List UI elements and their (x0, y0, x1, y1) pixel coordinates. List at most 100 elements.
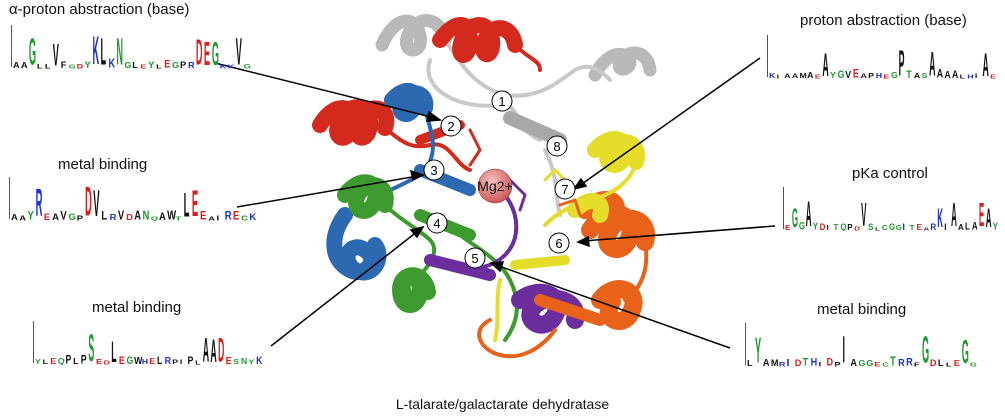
logo-letter: S (868, 221, 874, 231)
logo-letter: A (202, 330, 210, 365)
logo-letter: G (28, 31, 37, 69)
logo-letter: H (967, 73, 974, 79)
logo-letter: W (134, 355, 143, 365)
logo-letter: E (785, 223, 791, 231)
logo-letter: I (786, 356, 790, 367)
annotation-label-metal-binding-3: metal binding (817, 301, 907, 318)
logo-letter: L (36, 62, 43, 69)
logo-letter: V (93, 184, 100, 221)
logo-letter: E (874, 360, 881, 367)
logo-letter: Q (150, 215, 159, 221)
logo-letter: K (92, 28, 100, 69)
logo-letter: A (158, 210, 166, 221)
logo-letter: P (187, 353, 194, 365)
logo-letter: E (883, 73, 890, 79)
logo-letter: A (850, 356, 858, 367)
logo-letter: R (898, 356, 905, 367)
residue-marker-8: 8 (546, 135, 568, 157)
logo-letter: E (149, 356, 156, 365)
logo-letter: A (791, 72, 799, 79)
logo-letter: Y (148, 59, 155, 69)
logo-letter: A (944, 69, 951, 79)
logo-letter: F (914, 361, 920, 367)
logo-letter: Y (27, 209, 34, 221)
logo-letter: A (13, 61, 20, 69)
logo-letter: G (888, 221, 896, 231)
logo-letter: A (913, 71, 921, 79)
residue-markers: 1 2 3 4 5 6 7 8 (423, 90, 576, 269)
logo-letter: D (126, 212, 133, 221)
logo-letter: A (923, 226, 930, 231)
logo-axis (760, 35, 768, 77)
logo-letter: K (256, 353, 263, 365)
logo-letter: A (929, 44, 936, 79)
logo-letter: E (225, 355, 232, 365)
logo-letter: E (232, 209, 240, 221)
logo-letter: K (227, 63, 235, 69)
logo-letter: L (959, 73, 965, 79)
logo-letter: G (891, 70, 898, 79)
logo-letter: C (882, 361, 889, 367)
logo-letter: P (76, 214, 84, 221)
logo-letter: R (906, 355, 913, 367)
logo-letter: K (219, 63, 227, 69)
logo-letter: V (60, 209, 67, 221)
logo-letter: I (944, 221, 947, 231)
logo-letter: G (172, 61, 180, 69)
logo-letter: D (854, 225, 860, 231)
logo-letter: V (845, 69, 852, 79)
logo-letter: G (961, 333, 969, 367)
logo-letter: A (210, 332, 217, 365)
logo-letter: L (73, 356, 79, 365)
gray-strand (503, 111, 567, 147)
logo-letter: I (974, 72, 978, 79)
logo-letter: S (921, 71, 928, 79)
logo-letter: R (187, 61, 195, 69)
logo-letter: A (936, 66, 944, 79)
logo-letter: G (211, 35, 219, 69)
logo-letter: L (111, 334, 117, 365)
logo-letter: K (108, 56, 116, 69)
logo-letter: G (124, 61, 132, 69)
logo-letter: Y (830, 70, 836, 79)
logo-letter: C (241, 214, 248, 221)
logo-letter: V (52, 37, 59, 69)
logo-letter: Y (84, 59, 91, 69)
residue-marker-1: 1 (491, 90, 513, 112)
logo-letter: I (818, 360, 822, 367)
logo-letter: R (109, 212, 117, 221)
logo-letter: P (172, 358, 179, 365)
logo-letter: D (826, 355, 834, 367)
svg-text:1: 1 (498, 94, 505, 109)
residue-marker-3: 3 (423, 159, 445, 181)
logo-letter: G (68, 63, 76, 69)
svg-text:3: 3 (430, 163, 437, 178)
logo-letter: E (96, 357, 102, 365)
logo-letter: L (132, 61, 138, 69)
logo-letter: L (937, 357, 944, 367)
residue-marker-7: 7 (554, 178, 576, 200)
annotation-label-proton-abstraction: proton abstraction (base) (800, 12, 967, 29)
logo-letter: I (216, 214, 220, 221)
logo-letter: P (80, 352, 87, 365)
metal-ion-label: Mg2+ (477, 178, 512, 194)
logo-letter: G (243, 62, 251, 69)
logo-letter: A (208, 215, 216, 221)
logo-letter: H (875, 71, 883, 79)
logo-letter: G (837, 67, 845, 79)
logo-letter: E (200, 209, 207, 221)
figure-caption: L-talarate/galactarate dehydratase (395, 396, 610, 412)
logo-letter: K (937, 203, 944, 231)
logo-letter: F (60, 59, 67, 69)
logo-letter: L (157, 353, 163, 365)
logo-letter: A (52, 211, 59, 221)
logo-letter: Y (812, 220, 819, 231)
svg-text:4: 4 (433, 216, 440, 231)
logo-letter: A (822, 46, 829, 79)
logo-letter: A (762, 356, 770, 367)
